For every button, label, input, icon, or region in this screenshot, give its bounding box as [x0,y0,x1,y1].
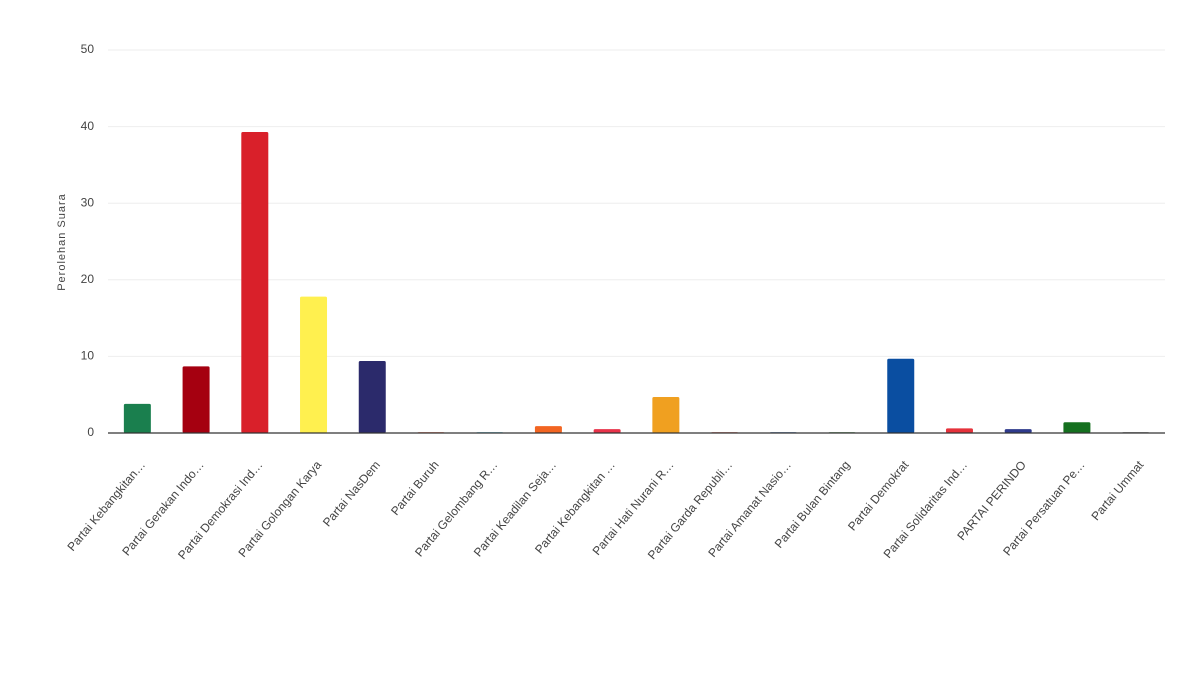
bar [1004,429,1032,433]
bar [1063,422,1091,433]
bar [652,396,680,433]
bar [182,366,210,433]
x-tick-label: Partai Buruh [388,458,442,518]
x-tick-label: Partai NasDem [320,458,383,529]
bar [593,429,621,433]
bar [945,428,973,433]
y-tick-label: 0 [87,425,94,439]
y-tick-label: 10 [81,349,95,363]
bar [241,131,269,433]
y-tick-label: 40 [81,119,95,133]
y-tick-label: 50 [81,42,95,56]
x-tick-label: Partai Demokrat [845,457,912,533]
y-tick-label: 20 [81,272,95,286]
bar [887,358,915,433]
bar [123,403,151,433]
bar [300,296,328,433]
bar [534,426,562,433]
x-tick-label: Partai Ummat [1088,457,1146,523]
y-tick-label: 30 [81,195,95,209]
bar [358,360,386,433]
y-axis-label: Perolehan Suara [56,193,68,291]
